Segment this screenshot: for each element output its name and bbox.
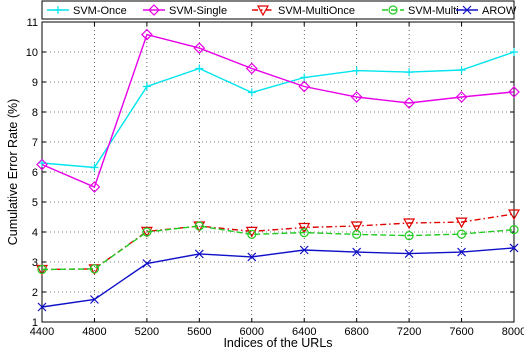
- data-point: [350, 91, 363, 103]
- y-tick-label: 11: [27, 17, 38, 29]
- legend-label: SVM-Multi: [408, 5, 459, 17]
- data-point: [509, 225, 519, 235]
- series-svm-multionce: [35, 209, 521, 276]
- y-tick-label: 9: [32, 77, 38, 89]
- data-point: [350, 221, 363, 233]
- x-tick-label: 4800: [82, 326, 106, 338]
- legend-label: SVM-Single: [169, 5, 227, 17]
- y-tick-label: 3: [32, 257, 38, 269]
- data-point: [455, 91, 468, 103]
- data-point: [148, 4, 160, 16]
- series-svm-multi: [37, 221, 519, 275]
- data-point: [193, 42, 206, 54]
- x-tick-label: 6800: [344, 326, 368, 338]
- data-point: [456, 229, 467, 239]
- legend: SVM-Once SVM-Single SVM-MultiOnce SVM-Multi…: [41, 0, 517, 20]
- data-point: [88, 181, 101, 193]
- data-point: [507, 209, 521, 221]
- legend-entry: SVM-Multi: [382, 5, 459, 17]
- x-axis-label: Indices of the URLs: [223, 336, 332, 350]
- x-tick-label: 5200: [135, 326, 159, 338]
- data-point: [457, 66, 466, 74]
- x-tick-label: 7200: [397, 326, 421, 338]
- data-point: [142, 227, 152, 237]
- y-tick-label: 10: [26, 47, 38, 59]
- y-tick-label: 8: [32, 107, 38, 119]
- data-point: [403, 97, 415, 109]
- data-point: [141, 28, 153, 41]
- legend-entry: SVM-MultiOnce: [252, 5, 355, 17]
- y-tick-label: 5: [32, 197, 38, 209]
- data-point: [300, 73, 309, 82]
- data-point: [90, 295, 99, 304]
- data-point: [247, 252, 257, 262]
- data-point: [256, 5, 270, 17]
- data-point: [37, 302, 47, 312]
- y-axis-label: Cumulative Error Rate (%): [6, 99, 20, 246]
- x-tick-label: 4400: [30, 326, 54, 338]
- data-point: [142, 82, 151, 91]
- data-point: [405, 68, 414, 77]
- data-point: [36, 158, 48, 171]
- data-point: [352, 66, 361, 75]
- axis-ticks: 4400 4800 5200 5600 6000 6400 6800 7200 7600 8000…: [26, 17, 524, 338]
- y-tick-label: 2: [32, 287, 38, 299]
- y-tick-label: 4: [32, 227, 38, 239]
- y-tick-label: 1: [32, 317, 38, 329]
- data-point: [245, 226, 258, 238]
- data-point: [194, 221, 204, 231]
- data-point: [510, 48, 518, 56]
- series-line: [41, 247, 515, 308]
- series-line: [41, 225, 515, 271]
- data-point: [299, 228, 309, 238]
- legend-label: AROW: [482, 5, 517, 17]
- data-point: [509, 243, 519, 253]
- series-line: [41, 213, 515, 271]
- series-line: [41, 51, 515, 169]
- data-point: [298, 222, 311, 234]
- grid: [42, 22, 514, 322]
- data-point: [455, 217, 468, 229]
- series-line: [41, 33, 515, 188]
- y-tick-label: 6: [32, 167, 38, 179]
- x-tick-label: 6000: [240, 326, 264, 338]
- data-point: [90, 163, 99, 172]
- legend-entry: AROW: [456, 5, 517, 17]
- x-tick-label: 5600: [187, 326, 211, 338]
- x-tick-label: 7600: [449, 326, 473, 338]
- series-arow: [37, 243, 519, 312]
- data-point: [403, 218, 416, 230]
- data-point: [352, 229, 362, 239]
- data-point: [298, 80, 311, 93]
- x-tick-label: 8000: [502, 326, 524, 338]
- legend-box: [41, 0, 515, 20]
- data-point: [245, 62, 258, 75]
- data-point: [194, 249, 204, 259]
- data-point: [508, 86, 520, 98]
- data-point: [462, 5, 472, 15]
- data-point: [352, 247, 362, 257]
- data-point: [404, 231, 414, 241]
- data-point: [404, 249, 414, 259]
- data-point: [457, 247, 466, 257]
- series-svm-single: [36, 28, 520, 193]
- x-tick-label: 6400: [292, 326, 316, 338]
- legend-label: SVM-MultiOnce: [278, 5, 355, 17]
- series-svm-once: [38, 48, 518, 172]
- data-point: [89, 264, 100, 274]
- data-point: [247, 88, 256, 97]
- legend-label: SVM-Once: [73, 5, 127, 17]
- data-point: [142, 259, 152, 268]
- data-point: [195, 64, 204, 73]
- data-point: [37, 264, 47, 275]
- data-point: [54, 6, 62, 14]
- legend-entry: SVM-Once: [47, 5, 127, 17]
- series-lines: [35, 28, 521, 312]
- data-point: [299, 245, 309, 255]
- data-point: [388, 5, 398, 15]
- legend-entry: SVM-Single: [143, 4, 227, 17]
- y-tick-label: 7: [32, 137, 38, 149]
- data-point: [247, 229, 257, 239]
